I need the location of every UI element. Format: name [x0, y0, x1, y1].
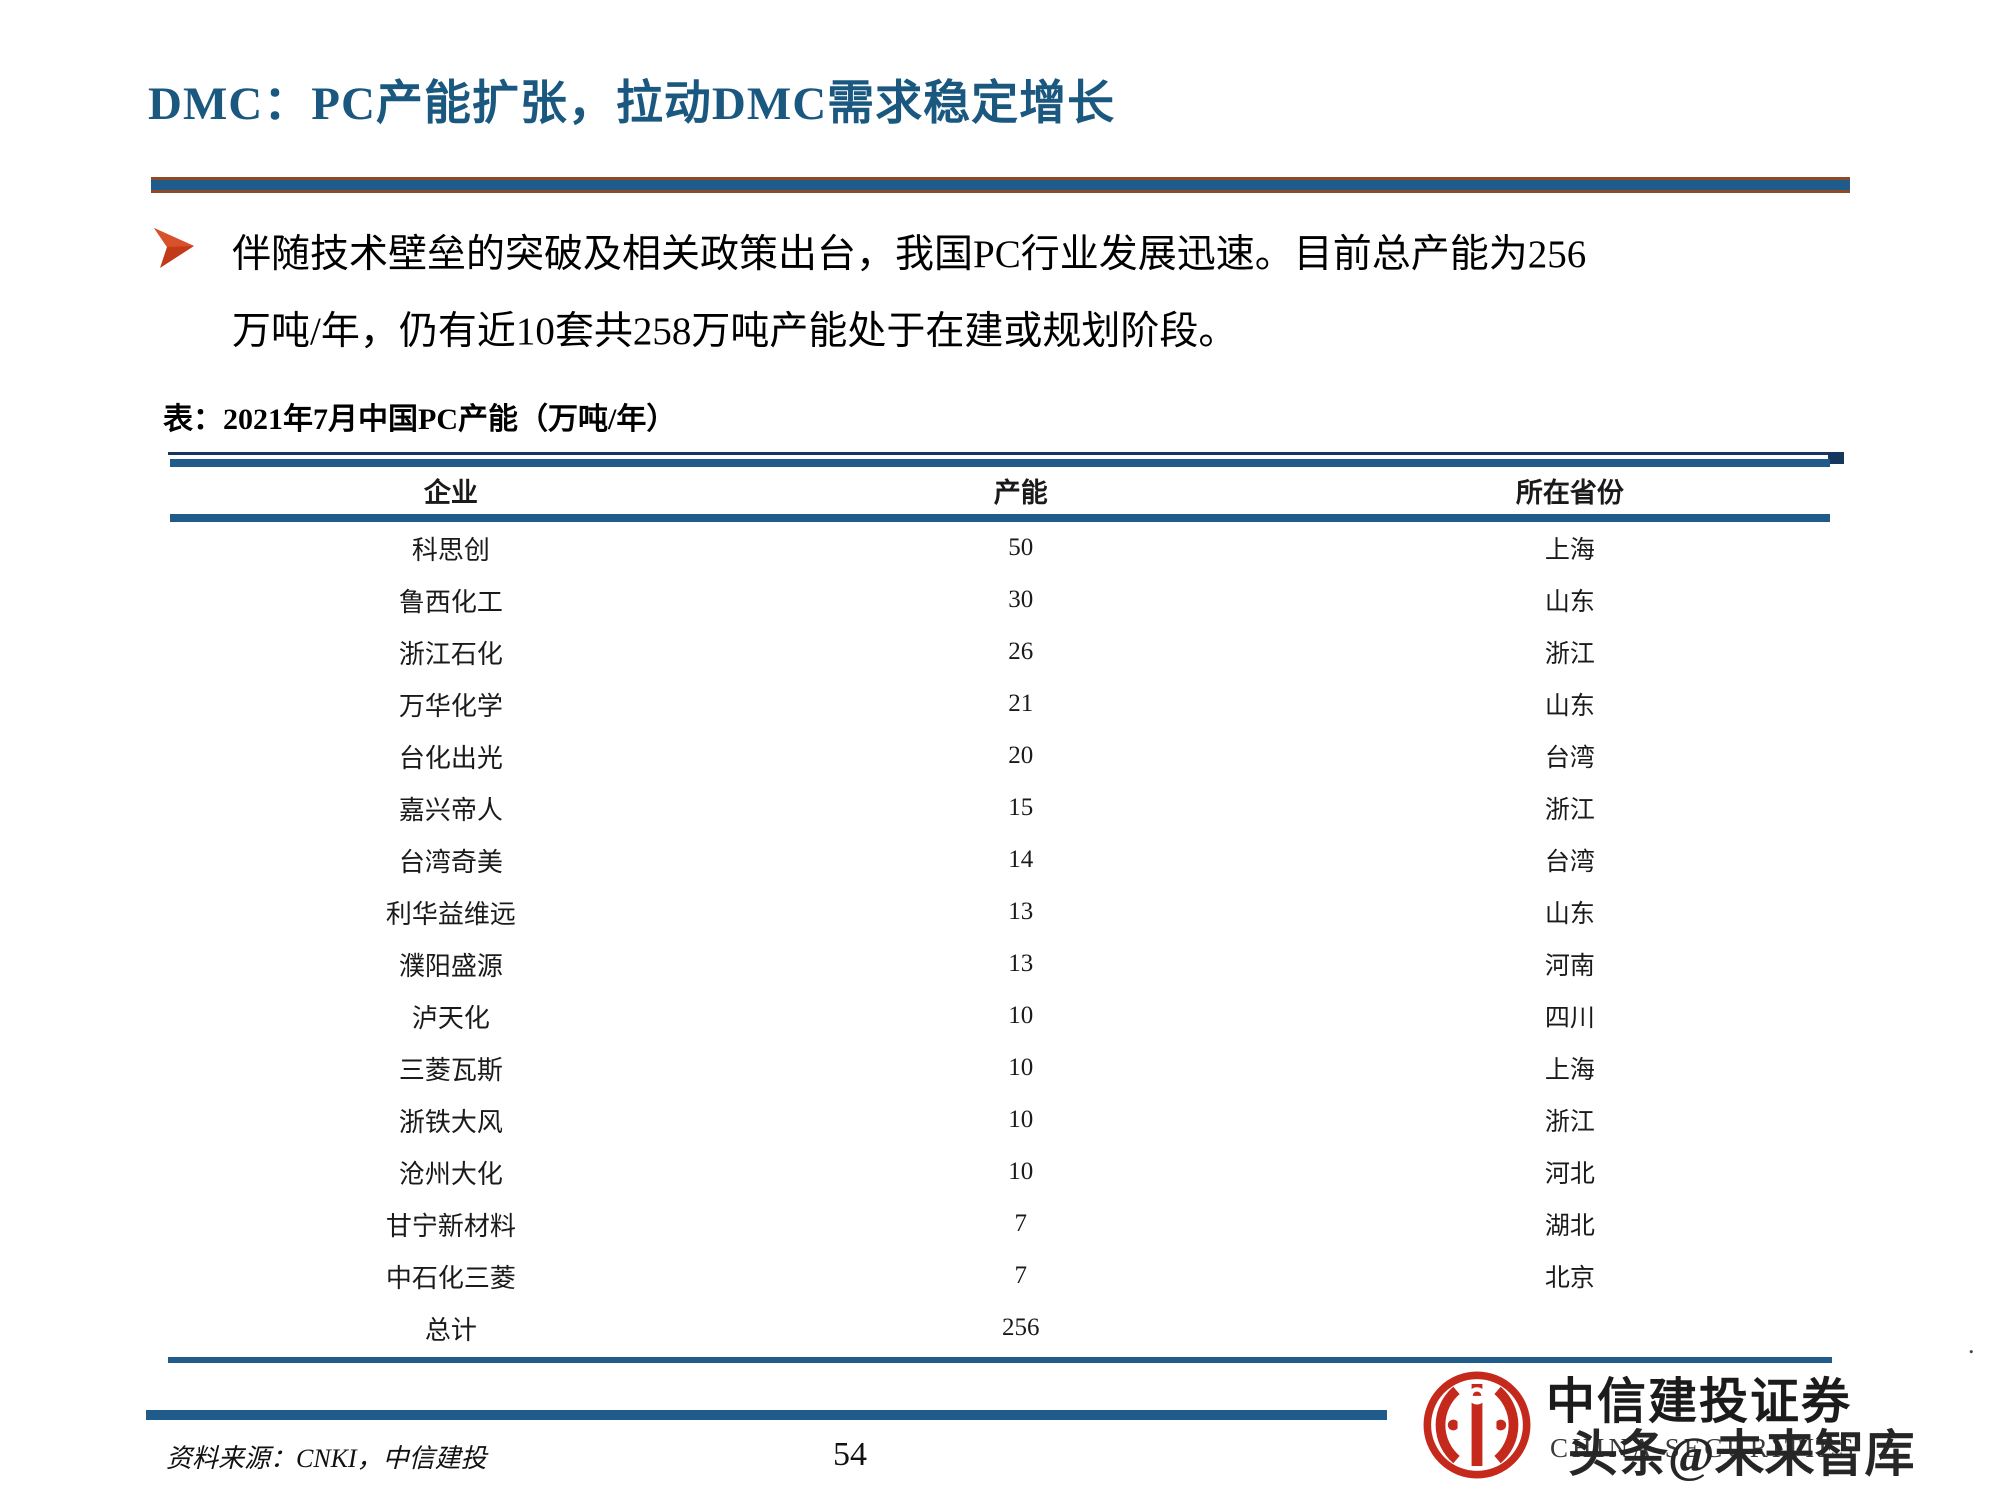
province-cell: 浙江 [1544, 797, 1595, 824]
province-cell: 浙江 [1544, 1109, 1595, 1136]
capacity-cell: 26 [1008, 638, 1034, 665]
company-cell: 中石化三菱 [385, 1263, 516, 1293]
citic-logo-icon [1423, 1371, 1531, 1479]
page-title: DMC：PC产能扩张，拉动DMC需求稳定增长 [148, 78, 1116, 130]
capacity-cell: 21 [1008, 690, 1034, 717]
province-cell: 台湾 [1544, 745, 1595, 772]
column-header-company: 企业 [423, 478, 478, 508]
table-header-top-bar [170, 459, 1830, 467]
capacity-cell: 10 [1008, 1158, 1034, 1185]
column-header-province: 所在省份 [1515, 478, 1624, 508]
table-row: 三菱瓦斯 10 上海 [168, 1042, 1832, 1094]
capacity-cell: 30 [1008, 586, 1034, 613]
table-body: 科思创 50 上海 鲁西化工 30 山东 浙江石化 26 浙江 万华化学 21 山东 台化出光 20 台湾嘉… [168, 522, 1832, 1354]
company-cell: 甘宁新材料 [385, 1211, 516, 1241]
company-cell: 三菱瓦斯 [398, 1055, 503, 1085]
bullet-arrow-icon [148, 224, 200, 272]
capacity-cell: 20 [1008, 742, 1034, 769]
table-row: 万华化学 21 山东 [168, 678, 1832, 730]
province-cell: 北京 [1544, 1265, 1595, 1292]
company-cell: 嘉兴帝人 [398, 795, 503, 825]
company-cell: 浙铁大风 [398, 1107, 503, 1137]
column-header-capacity: 产能 [993, 478, 1048, 508]
company-cell: 沧州大化 [398, 1159, 503, 1189]
page-number: 54 [833, 1436, 867, 1473]
company-cell: 总计 [424, 1315, 477, 1345]
table-bottom-line [168, 1357, 1832, 1363]
province-cell: 山东 [1544, 901, 1595, 928]
capacity-cell: 14 [1008, 846, 1034, 873]
stray-period-mark: . [1968, 1330, 1975, 1359]
company-cell: 浙江石化 [398, 639, 503, 669]
table-row: 沧州大化 10 河北 [168, 1146, 1832, 1198]
capacity-cell: 10 [1008, 1002, 1034, 1029]
company-cell: 台湾奇美 [398, 847, 503, 877]
table-row: 泸天化 10 四川 [168, 990, 1832, 1042]
province-cell: 四川 [1544, 1005, 1595, 1032]
province-cell: 上海 [1544, 1057, 1595, 1084]
table-caption: 表：2021年7月中国PC产能（万吨/年） [163, 403, 677, 436]
table-row: 总计 256 [168, 1302, 1832, 1354]
capacity-cell: 256 [1002, 1314, 1040, 1341]
company-cell: 科思创 [411, 535, 490, 565]
table-row: 台化出光 20 台湾 [168, 730, 1832, 782]
capacity-cell: 15 [1008, 794, 1034, 821]
table-header-row: 企业 产能 所在省份 [168, 467, 1832, 514]
company-cell: 濮阳盛源 [398, 951, 503, 981]
table-header-bottom-bar [170, 514, 1830, 522]
capacity-cell: 13 [1008, 950, 1034, 977]
logo-company-name-cn: 中信建投证券 [1546, 1374, 1853, 1429]
province-cell: 山东 [1544, 589, 1595, 616]
table-row: 中石化三菱 7 北京 [168, 1250, 1832, 1302]
province-cell: 浙江 [1544, 641, 1595, 668]
capacity-cell: 50 [1008, 534, 1034, 561]
table-row: 浙江石化 26 浙江 [168, 626, 1832, 678]
table-row: 嘉兴帝人 15 浙江 [168, 782, 1832, 834]
table-row: 甘宁新材料 7 湖北 [168, 1198, 1832, 1250]
company-cell: 泸天化 [411, 1003, 490, 1033]
company-cell: 万华化学 [398, 691, 503, 721]
province-cell: 山东 [1544, 693, 1595, 720]
source-note: 资料来源：CNKI，中信建投 [166, 1444, 487, 1473]
table-row: 鲁西化工 30 山东 [168, 574, 1832, 626]
province-cell: 湖北 [1544, 1213, 1595, 1240]
capacity-cell: 13 [1008, 898, 1034, 925]
table-row: 濮阳盛源 13 河南 [168, 938, 1832, 990]
table-row: 浙铁大风 10 浙江 [168, 1094, 1832, 1146]
capacity-table: 企业 产能 所在省份 科思创 50 上海 鲁西化工 30 山东 浙江石化 26 浙江 万华化学 21… [168, 452, 1848, 1367]
table-row: 台湾奇美 14 台湾 [168, 834, 1832, 886]
province-cell: 河北 [1544, 1161, 1595, 1188]
province-cell: 上海 [1544, 537, 1595, 564]
table-row: 科思创 50 上海 [168, 522, 1832, 574]
footer-divider-bar [146, 1410, 1387, 1420]
bullet-paragraph: 伴随技术壁垒的突破及相关政策出台，我国PC行业发展迅速。目前总产能为256 万吨… [232, 233, 1587, 353]
capacity-cell: 10 [1008, 1106, 1034, 1133]
title-underline-bar [151, 177, 1850, 193]
company-cell: 台化出光 [398, 743, 503, 773]
capacity-cell: 7 [1014, 1210, 1028, 1237]
province-cell: 台湾 [1544, 849, 1595, 876]
province-cell: 河南 [1544, 953, 1595, 980]
company-cell: 鲁西化工 [398, 587, 503, 617]
table-top-thin-line [168, 452, 1844, 455]
capacity-cell: 7 [1014, 1262, 1028, 1289]
table-top-corner-step [1828, 452, 1844, 464]
capacity-cell: 10 [1008, 1054, 1034, 1081]
watermark-text: 头条@未来智库 [1568, 1426, 1915, 1482]
table-row: 利华益维远 13 山东 [168, 886, 1832, 938]
company-cell: 利华益维远 [385, 899, 516, 929]
logo-company-name-en: CHINA SECURITIES [1550, 1433, 1858, 1463]
